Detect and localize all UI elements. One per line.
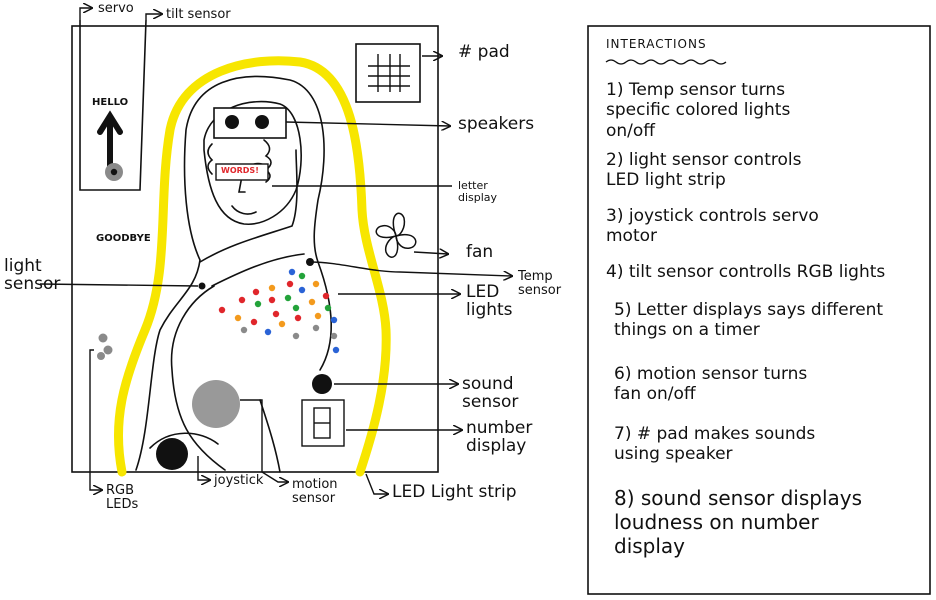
- speakers-box: [213, 107, 287, 139]
- label-number-display: number display: [466, 418, 533, 456]
- label-motion-sensor: motion sensor: [292, 477, 338, 506]
- motion-sensor-leader: [240, 399, 288, 482]
- interaction-item: 5) Letter displays says different things…: [614, 300, 884, 341]
- label-led-light-strip: LED Light strip: [392, 482, 517, 502]
- interaction-item: 2) light sensor controls LED light strip: [606, 150, 802, 191]
- label-speakers: speakers: [458, 114, 535, 134]
- board-goodbye-text: GOODBYE: [96, 233, 151, 244]
- rgb-led-2: [103, 345, 113, 355]
- joystick-leader: [197, 456, 210, 480]
- speaker-right: [255, 115, 269, 129]
- light-sensor-leader: [39, 283, 199, 287]
- label-rgb-leds: RGB LEDs: [106, 483, 139, 512]
- letter-display-text: WORDS!: [221, 166, 259, 175]
- interactions-panel: [587, 25, 931, 595]
- label-servo: servo: [98, 1, 134, 16]
- interaction-item: 8) sound sensor displays loudness on num…: [614, 486, 863, 558]
- servo-arm: [79, 19, 147, 191]
- board-frame: [71, 25, 439, 473]
- letter-display-box: [215, 163, 269, 181]
- hash-pad-grid-icon: [368, 54, 410, 92]
- interaction-item: 6) motion sensor turns fan on/off: [614, 364, 808, 405]
- hash-pad: [355, 43, 421, 103]
- label-fan: fan: [466, 242, 494, 262]
- label-hash-pad: # pad: [458, 42, 510, 62]
- fan-leader: [413, 252, 448, 254]
- panel-title: INTERACTIONS: [606, 37, 707, 51]
- tilt-label-leader: [145, 14, 162, 20]
- sound-sensor: [312, 374, 332, 394]
- servo-label-leader: [79, 8, 92, 20]
- rgb-leds-leader: [89, 349, 102, 490]
- joystick: [156, 438, 188, 470]
- led-light-strip: [113, 56, 391, 477]
- label-sound-sensor: sound sensor: [462, 374, 519, 412]
- fan-icon: [375, 212, 417, 258]
- title-underline: [605, 59, 727, 65]
- speaker-left: [225, 115, 239, 129]
- led-lights-cluster: [218, 268, 340, 354]
- up-arrow-icon: [97, 110, 123, 171]
- motion-sensor: [192, 380, 240, 428]
- tilt-sensor-center: [110, 168, 118, 176]
- rgb-led-3: [97, 352, 105, 360]
- led-strip-leader: [365, 473, 388, 494]
- interaction-item: 3) joystick controls servo motor: [606, 206, 819, 247]
- label-tilt-sensor: tilt sensor: [166, 7, 231, 22]
- light-sensor-dot: [198, 282, 206, 290]
- rgb-led-1: [98, 333, 108, 343]
- seven-segment-icon: [313, 407, 331, 439]
- interaction-item: 7) # pad makes sounds using speaker: [614, 424, 816, 465]
- temp-sensor-leader: [309, 261, 512, 276]
- label-led-lights: LED lights: [466, 282, 513, 320]
- label-temp-sensor: Temp sensor: [518, 269, 562, 298]
- interaction-item: 4) tilt sensor controlls RGB lights: [606, 262, 886, 282]
- board-hello-text: HELLO: [92, 97, 129, 108]
- interaction-item: 1) Temp sensor turns specific colored li…: [606, 80, 791, 141]
- label-joystick: joystick: [214, 473, 264, 488]
- label-light-sensor: light sensor: [4, 256, 61, 294]
- speakers-leader: [285, 122, 450, 126]
- label-letter-display: letter display: [458, 179, 498, 204]
